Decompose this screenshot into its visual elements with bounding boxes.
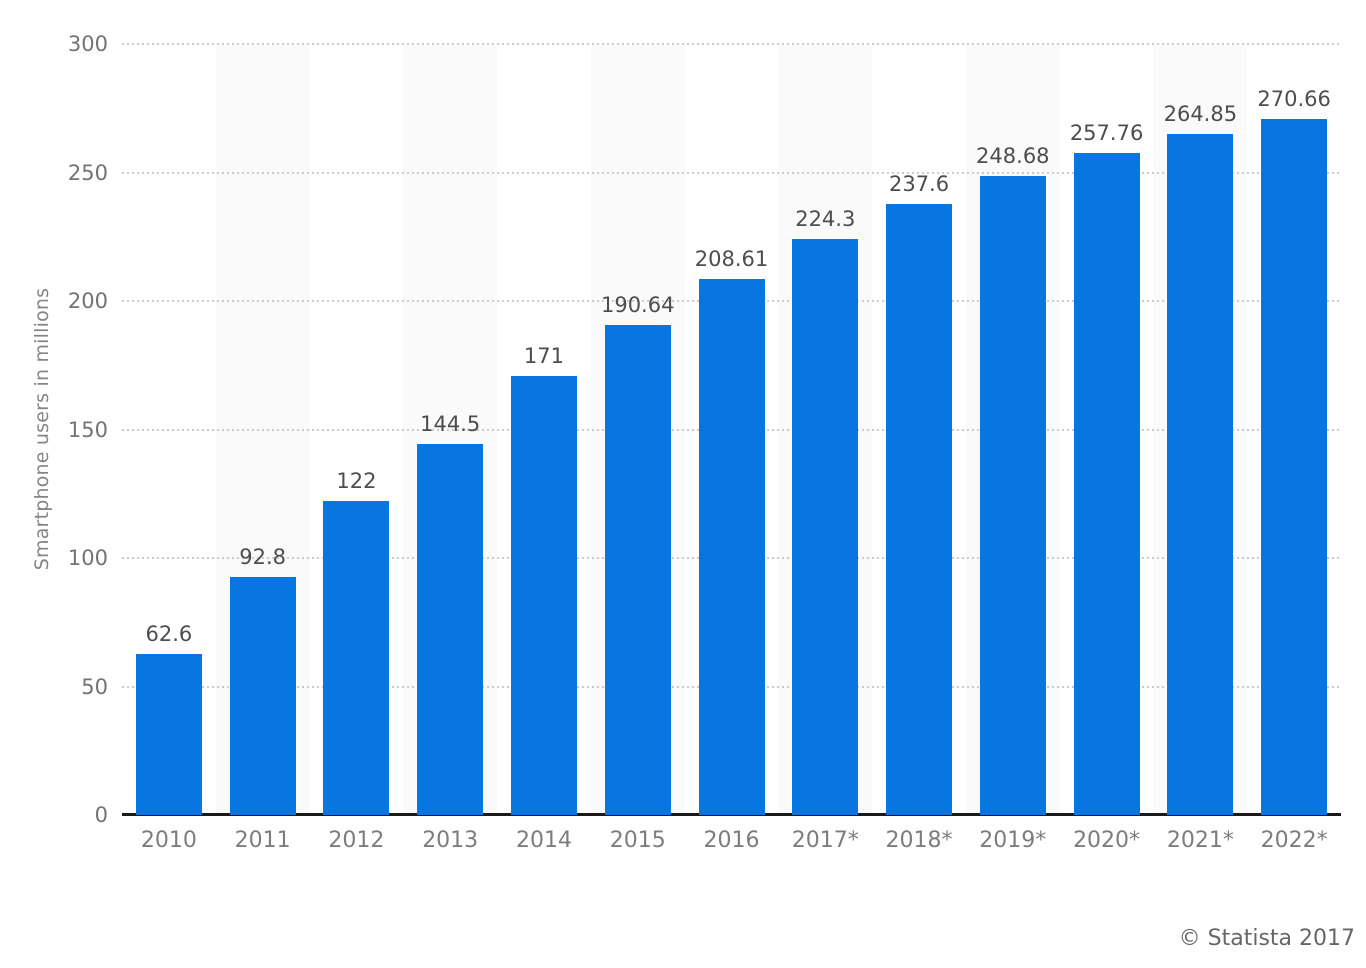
bar-2015 bbox=[604, 325, 671, 815]
value-label-2011: 92.8 bbox=[239, 544, 287, 569]
value-label-2015: 190.64 bbox=[600, 293, 675, 318]
x-tick-label-2012: 2012 bbox=[328, 828, 385, 853]
y-tick-label-0: 0 bbox=[94, 803, 108, 827]
gridline-250 bbox=[122, 171, 1341, 174]
y-tick-label-250: 250 bbox=[67, 160, 108, 185]
value-label-2017: 224.3 bbox=[795, 206, 856, 231]
x-tick-label-2013: 2013 bbox=[422, 828, 479, 853]
bar-2021 bbox=[1167, 134, 1234, 815]
y-tick-label-150: 150 bbox=[67, 417, 108, 442]
value-label-2022: 270.66 bbox=[1257, 87, 1331, 112]
x-tick-label-2011: 2011 bbox=[234, 828, 291, 853]
x-tick-label-2018: 2018* bbox=[885, 828, 953, 853]
y-tick-label-300: 300 bbox=[67, 32, 108, 56]
bar-2014 bbox=[510, 375, 577, 815]
bar-2019 bbox=[979, 175, 1046, 815]
value-label-2012: 122 bbox=[336, 469, 377, 494]
value-label-2019: 248.68 bbox=[976, 143, 1050, 168]
x-tick-label-2017: 2017* bbox=[791, 828, 859, 853]
bar-2013 bbox=[417, 443, 484, 815]
copyright-note: © Statista 2017 bbox=[1178, 926, 1355, 951]
x-tick-label-2014: 2014 bbox=[515, 828, 572, 853]
x-tick-label-2022: 2022* bbox=[1260, 828, 1328, 853]
x-tick-label-2021: 2021* bbox=[1166, 828, 1234, 853]
x-tick-label-2016: 2016 bbox=[703, 828, 760, 853]
y-tick-label-100: 100 bbox=[67, 546, 108, 570]
x-tick-label-2019: 2019* bbox=[979, 828, 1047, 853]
bar-2012 bbox=[323, 501, 390, 815]
x-tick-label-2015: 2015 bbox=[609, 828, 666, 853]
bar-2017 bbox=[792, 238, 859, 815]
bar-2018 bbox=[886, 204, 953, 815]
bar-2022 bbox=[1261, 119, 1328, 815]
bar-2016 bbox=[698, 278, 765, 815]
value-label-2014: 171 bbox=[523, 343, 564, 368]
value-label-2018: 237.6 bbox=[888, 172, 950, 197]
bar-2010 bbox=[135, 654, 202, 815]
gridline-300 bbox=[122, 43, 1341, 45]
value-label-2020: 257.76 bbox=[1069, 120, 1144, 145]
y-tick-label-50: 50 bbox=[81, 674, 108, 699]
bar-2020 bbox=[1073, 152, 1140, 815]
plot-area: 62.6 92.8 122 144.5 171 190.64 208.61 224.3 237.… bbox=[122, 43, 1341, 816]
value-label-2021: 264.85 bbox=[1163, 102, 1238, 127]
x-tick-label-2020: 2020* bbox=[1073, 828, 1141, 853]
y-tick-label-200: 200 bbox=[67, 289, 108, 313]
value-label-2010: 62.6 bbox=[145, 622, 193, 647]
value-label-2013: 144.5 bbox=[420, 411, 481, 436]
value-label-2016: 208.61 bbox=[694, 246, 769, 271]
bar-2011 bbox=[229, 576, 296, 815]
x-tick-label-2010: 2010 bbox=[140, 828, 197, 853]
